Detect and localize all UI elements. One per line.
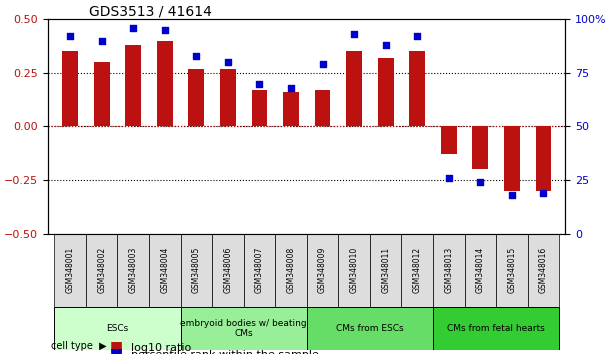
Point <box>97 38 106 44</box>
FancyBboxPatch shape <box>275 234 307 307</box>
FancyBboxPatch shape <box>307 234 338 307</box>
Bar <box>93 62 109 126</box>
Text: GSM348010: GSM348010 <box>349 247 359 293</box>
Text: GSM348006: GSM348006 <box>224 247 232 293</box>
Text: ■: ■ <box>110 347 123 354</box>
Bar <box>504 126 520 191</box>
Bar <box>315 90 331 126</box>
FancyBboxPatch shape <box>244 234 275 307</box>
Point <box>286 85 296 91</box>
Bar <box>220 69 236 126</box>
FancyBboxPatch shape <box>433 307 559 350</box>
Bar <box>346 51 362 126</box>
FancyBboxPatch shape <box>401 234 433 307</box>
Point <box>381 42 390 48</box>
FancyBboxPatch shape <box>433 234 464 307</box>
FancyBboxPatch shape <box>117 234 149 307</box>
Text: cell type  ▶: cell type ▶ <box>51 341 106 352</box>
Text: GSM348003: GSM348003 <box>129 247 137 293</box>
Bar <box>157 41 173 126</box>
Bar <box>535 126 551 191</box>
Bar <box>188 69 204 126</box>
FancyBboxPatch shape <box>307 307 433 350</box>
Bar <box>283 92 299 126</box>
FancyBboxPatch shape <box>496 234 528 307</box>
Point <box>349 32 359 37</box>
Text: GSM348005: GSM348005 <box>192 247 201 293</box>
Bar <box>409 51 425 126</box>
Text: GSM348007: GSM348007 <box>255 247 264 293</box>
Bar <box>62 51 78 126</box>
Text: ■: ■ <box>110 340 123 354</box>
Text: embryoid bodies w/ beating
CMs: embryoid bodies w/ beating CMs <box>180 319 307 338</box>
Text: GDS3513 / 41614: GDS3513 / 41614 <box>89 4 212 18</box>
Point <box>255 81 265 86</box>
FancyBboxPatch shape <box>54 234 86 307</box>
Bar <box>252 90 267 126</box>
Text: GSM348011: GSM348011 <box>381 247 390 293</box>
Point <box>160 27 170 33</box>
FancyBboxPatch shape <box>338 234 370 307</box>
Text: GSM348001: GSM348001 <box>65 247 75 293</box>
Point <box>318 62 327 67</box>
FancyBboxPatch shape <box>180 234 212 307</box>
FancyBboxPatch shape <box>528 234 559 307</box>
Text: percentile rank within the sample: percentile rank within the sample <box>131 349 319 354</box>
FancyBboxPatch shape <box>54 307 180 350</box>
Point <box>223 59 233 65</box>
Point <box>507 192 517 198</box>
Text: GSM348013: GSM348013 <box>444 247 453 293</box>
Bar <box>378 58 393 126</box>
Text: GSM348009: GSM348009 <box>318 247 327 293</box>
FancyBboxPatch shape <box>86 234 117 307</box>
Point <box>412 34 422 39</box>
FancyBboxPatch shape <box>180 307 307 350</box>
Point <box>65 34 75 39</box>
FancyBboxPatch shape <box>149 234 180 307</box>
Text: GSM348014: GSM348014 <box>476 247 485 293</box>
Bar <box>125 45 141 126</box>
Point <box>444 175 453 181</box>
FancyBboxPatch shape <box>464 234 496 307</box>
Bar <box>472 126 488 169</box>
Text: ESCs: ESCs <box>106 324 128 333</box>
Point <box>128 25 138 31</box>
Text: GSM348016: GSM348016 <box>539 247 548 293</box>
Text: GSM348015: GSM348015 <box>507 247 516 293</box>
Text: GSM348004: GSM348004 <box>160 247 169 293</box>
Point <box>475 179 485 185</box>
Text: GSM348008: GSM348008 <box>287 247 296 293</box>
FancyBboxPatch shape <box>212 234 244 307</box>
Text: CMs from ESCs: CMs from ESCs <box>336 324 404 333</box>
Text: log10 ratio: log10 ratio <box>131 343 191 353</box>
Text: GSM348012: GSM348012 <box>412 247 422 293</box>
Point <box>191 53 201 58</box>
Bar <box>441 126 456 154</box>
Text: CMs from fetal hearts: CMs from fetal hearts <box>447 324 545 333</box>
Text: GSM348002: GSM348002 <box>97 247 106 293</box>
FancyBboxPatch shape <box>370 234 401 307</box>
Point <box>538 190 548 196</box>
